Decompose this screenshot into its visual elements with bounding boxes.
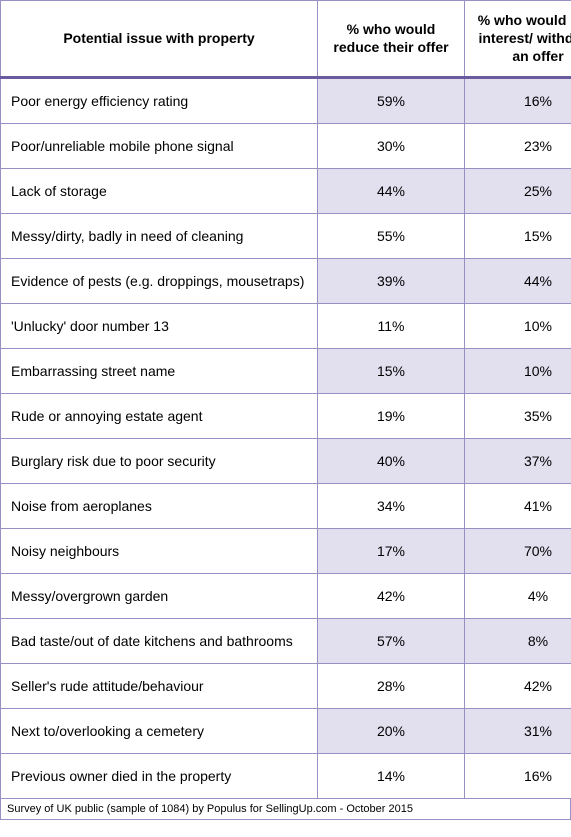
reduce-cell: 42%	[318, 573, 465, 618]
table-row: Evidence of pests (e.g. droppings, mouse…	[1, 258, 571, 303]
withdraw-cell: 41%	[465, 483, 571, 528]
reduce-cell: 28%	[318, 663, 465, 708]
issue-cell: Evidence of pests (e.g. droppings, mouse…	[1, 258, 318, 303]
withdraw-cell: 8%	[465, 618, 571, 663]
withdraw-cell: 35%	[465, 393, 571, 438]
table-row: Noise from aeroplanes34%41%	[1, 483, 571, 528]
issue-cell: Rude or annoying estate agent	[1, 393, 318, 438]
table-row: Poor energy efficiency rating59%16%	[1, 77, 571, 123]
table-row: Embarrassing street name15%10%	[1, 348, 571, 393]
table-row: Noisy neighbours17%70%	[1, 528, 571, 573]
reduce-cell: 11%	[318, 303, 465, 348]
withdraw-cell: 10%	[465, 303, 571, 348]
withdraw-cell: 16%	[465, 77, 571, 123]
withdraw-cell: 25%	[465, 168, 571, 213]
table-row: Bad taste/out of date kitchens and bathr…	[1, 618, 571, 663]
issue-cell: Poor energy efficiency rating	[1, 77, 318, 123]
reduce-cell: 20%	[318, 708, 465, 753]
withdraw-cell: 10%	[465, 348, 571, 393]
issue-cell: Next to/overlooking a cemetery	[1, 708, 318, 753]
reduce-cell: 15%	[318, 348, 465, 393]
issue-cell: Previous owner died in the property	[1, 753, 318, 798]
reduce-cell: 34%	[318, 483, 465, 528]
reduce-cell: 57%	[318, 618, 465, 663]
reduce-cell: 55%	[318, 213, 465, 258]
reduce-cell: 17%	[318, 528, 465, 573]
reduce-cell: 39%	[318, 258, 465, 303]
table-header-row: Potential issue with property % who woul…	[1, 1, 571, 78]
table-row: 'Unlucky' door number 1311%10%	[1, 303, 571, 348]
issue-cell: Noisy neighbours	[1, 528, 318, 573]
withdraw-cell: 44%	[465, 258, 571, 303]
table-row: Rude or annoying estate agent19%35%	[1, 393, 571, 438]
reduce-cell: 44%	[318, 168, 465, 213]
issue-cell: Noise from aeroplanes	[1, 483, 318, 528]
table-row: Lack of storage44%25%	[1, 168, 571, 213]
reduce-cell: 40%	[318, 438, 465, 483]
col-header-issue: Potential issue with property	[1, 1, 318, 78]
table-row: Seller's rude attitude/behaviour28%42%	[1, 663, 571, 708]
withdraw-cell: 4%	[465, 573, 571, 618]
reduce-cell: 14%	[318, 753, 465, 798]
withdraw-cell: 16%	[465, 753, 571, 798]
issue-cell: Poor/unreliable mobile phone signal	[1, 123, 318, 168]
withdraw-cell: 37%	[465, 438, 571, 483]
table-row: Previous owner died in the property14%16…	[1, 753, 571, 798]
table-row: Poor/unreliable mobile phone signal30%23…	[1, 123, 571, 168]
property-issues-table: Potential issue with property % who woul…	[0, 0, 571, 799]
withdraw-cell: 70%	[465, 528, 571, 573]
table-row: Burglary risk due to poor security40%37%	[1, 438, 571, 483]
issue-cell: Lack of storage	[1, 168, 318, 213]
table-row: Next to/overlooking a cemetery20%31%	[1, 708, 571, 753]
issue-cell: Seller's rude attitude/behaviour	[1, 663, 318, 708]
withdraw-cell: 42%	[465, 663, 571, 708]
issue-cell: Messy/overgrown garden	[1, 573, 318, 618]
withdraw-cell: 15%	[465, 213, 571, 258]
issue-cell: Burglary risk due to poor security	[1, 438, 318, 483]
col-header-reduce: % who would reduce their offer	[318, 1, 465, 78]
table-row: Messy/dirty, badly in need of cleaning55…	[1, 213, 571, 258]
withdraw-cell: 23%	[465, 123, 571, 168]
issue-cell: Bad taste/out of date kitchens and bathr…	[1, 618, 318, 663]
issue-cell: 'Unlucky' door number 13	[1, 303, 318, 348]
col-header-withdraw: % who would lose interest/ withdraw an o…	[465, 1, 571, 78]
withdraw-cell: 31%	[465, 708, 571, 753]
reduce-cell: 30%	[318, 123, 465, 168]
table-footer: Survey of UK public (sample of 1084) by …	[0, 799, 571, 820]
issue-cell: Messy/dirty, badly in need of cleaning	[1, 213, 318, 258]
reduce-cell: 19%	[318, 393, 465, 438]
reduce-cell: 59%	[318, 77, 465, 123]
table-row: Messy/overgrown garden42%4%	[1, 573, 571, 618]
issue-cell: Embarrassing street name	[1, 348, 318, 393]
